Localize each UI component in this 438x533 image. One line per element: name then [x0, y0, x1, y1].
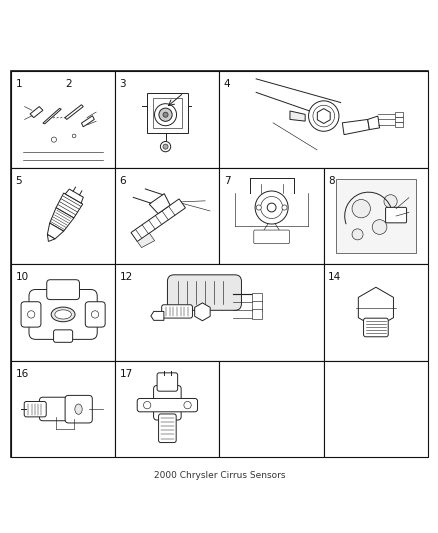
Polygon shape [151, 311, 163, 320]
Bar [219, 361, 323, 457]
Circle shape [162, 144, 168, 149]
FancyBboxPatch shape [385, 207, 406, 223]
Polygon shape [56, 193, 82, 218]
Bar [11, 71, 115, 168]
Circle shape [308, 101, 338, 131]
Text: 2000 Chrysler Cirrus Sensors: 2000 Chrysler Cirrus Sensors [153, 471, 285, 480]
Polygon shape [149, 193, 170, 214]
Circle shape [162, 112, 168, 117]
FancyBboxPatch shape [137, 399, 197, 412]
Bar [252, 301, 262, 311]
Circle shape [254, 191, 287, 224]
Bar [115, 361, 219, 457]
Circle shape [51, 137, 57, 142]
Bar [11, 361, 115, 457]
FancyBboxPatch shape [24, 401, 46, 417]
Text: 7: 7 [223, 176, 230, 185]
Circle shape [91, 311, 99, 318]
Text: 5: 5 [15, 176, 22, 185]
Ellipse shape [75, 404, 82, 414]
Text: 8: 8 [327, 176, 334, 185]
Polygon shape [342, 119, 368, 135]
Bar [394, 117, 402, 122]
Circle shape [281, 205, 286, 210]
Polygon shape [81, 116, 94, 127]
Bar [11, 71, 427, 457]
FancyBboxPatch shape [29, 289, 97, 340]
Text: 2: 2 [65, 79, 72, 89]
Circle shape [383, 195, 396, 208]
Bar [11, 264, 115, 361]
Bar [219, 168, 323, 264]
Circle shape [72, 134, 76, 138]
Ellipse shape [55, 310, 71, 319]
Circle shape [184, 401, 191, 409]
Circle shape [312, 105, 334, 127]
Bar [323, 264, 427, 361]
Bar [323, 168, 427, 264]
Polygon shape [367, 116, 379, 130]
Circle shape [371, 220, 386, 235]
Polygon shape [131, 199, 185, 241]
Bar [394, 112, 402, 117]
Text: 6: 6 [119, 176, 126, 185]
Polygon shape [43, 108, 61, 124]
Bar [115, 71, 219, 168]
Bar [219, 71, 427, 168]
FancyBboxPatch shape [46, 280, 79, 300]
Text: 14: 14 [327, 272, 341, 282]
Bar [323, 361, 427, 457]
Polygon shape [47, 235, 55, 241]
FancyBboxPatch shape [161, 305, 192, 318]
Polygon shape [65, 105, 83, 119]
Ellipse shape [51, 307, 75, 322]
Bar [152, 98, 182, 127]
Polygon shape [357, 287, 392, 328]
Circle shape [154, 104, 176, 126]
FancyBboxPatch shape [153, 385, 181, 420]
Polygon shape [49, 208, 74, 231]
Polygon shape [137, 233, 154, 248]
Text: 17: 17 [119, 369, 133, 379]
FancyBboxPatch shape [53, 330, 72, 342]
Circle shape [28, 311, 35, 318]
Circle shape [143, 401, 151, 409]
Text: 4: 4 [223, 79, 230, 89]
Polygon shape [47, 223, 64, 239]
Polygon shape [290, 111, 304, 121]
Polygon shape [30, 107, 43, 118]
Polygon shape [335, 179, 415, 253]
Circle shape [351, 229, 362, 240]
Circle shape [256, 205, 261, 210]
FancyBboxPatch shape [85, 302, 105, 327]
FancyBboxPatch shape [253, 230, 289, 244]
Text: 10: 10 [15, 272, 28, 282]
FancyBboxPatch shape [158, 414, 176, 442]
Bar [252, 309, 262, 319]
Circle shape [260, 197, 282, 219]
Bar [115, 168, 219, 264]
Bar [11, 168, 115, 264]
Circle shape [159, 108, 172, 122]
Bar [252, 293, 262, 303]
Text: 3: 3 [119, 79, 126, 89]
FancyBboxPatch shape [65, 395, 92, 423]
Circle shape [160, 141, 170, 152]
Polygon shape [194, 303, 210, 321]
FancyBboxPatch shape [363, 318, 387, 337]
FancyBboxPatch shape [157, 373, 177, 391]
Polygon shape [317, 109, 329, 124]
Polygon shape [65, 189, 83, 203]
Bar [115, 264, 323, 361]
FancyBboxPatch shape [167, 275, 241, 310]
FancyBboxPatch shape [21, 302, 41, 327]
FancyBboxPatch shape [39, 397, 72, 421]
Bar [147, 93, 187, 133]
Circle shape [351, 199, 370, 218]
Bar [394, 122, 402, 127]
Circle shape [267, 203, 276, 212]
Text: 12: 12 [119, 272, 133, 282]
Text: 1: 1 [15, 79, 22, 89]
Text: 16: 16 [15, 369, 28, 379]
